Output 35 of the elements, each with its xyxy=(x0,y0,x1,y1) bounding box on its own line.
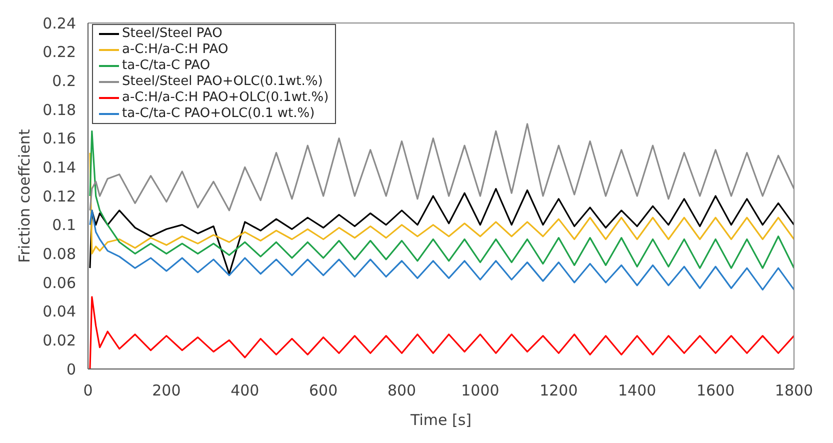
y-tick-label: 0.24 xyxy=(42,14,76,32)
legend-label: ta-C/ta-C PAO xyxy=(122,58,210,74)
y-tick-label: 0.08 xyxy=(42,244,76,263)
legend-label: a-C:H/a-C:H PAO xyxy=(122,42,228,58)
legend-label: ta-C/ta-C PAO+OLC(0.1 wt.%) xyxy=(122,106,315,122)
y-tick-label: 0.12 xyxy=(42,187,76,206)
line-series xyxy=(89,188,794,275)
x-tick-label: 1200 xyxy=(540,382,578,400)
x-tick-label: 200 xyxy=(152,382,181,400)
y-tick-label: 0.18 xyxy=(42,100,76,119)
y-tick-label: 0.1 xyxy=(52,216,76,234)
y-tick-label: 0.04 xyxy=(42,302,76,321)
legend-label: a-C:H/a-C:H PAO+OLC(0.1wt.%) xyxy=(122,90,329,106)
x-tick-label: 0 xyxy=(83,382,93,400)
x-tick-label: 800 xyxy=(387,382,416,400)
line-series xyxy=(89,152,794,254)
x-tick-label: 600 xyxy=(309,382,338,400)
x-axis-title: Time [s] xyxy=(410,411,472,429)
y-tick-label: 0.16 xyxy=(42,130,76,148)
x-tick-label: 1600 xyxy=(696,382,735,400)
y-tick-label: 0.02 xyxy=(42,331,76,350)
x-tick-label: 400 xyxy=(230,382,260,400)
x-tick-label: 1800 xyxy=(774,382,814,400)
x-tick-label: 1000 xyxy=(461,382,500,400)
y-tick-label: 0 xyxy=(66,360,76,378)
y-tick-label: 0.22 xyxy=(42,43,76,62)
legend-label: Steel/Steel PAO xyxy=(122,26,222,42)
legend-label: Steel/Steel PAO+OLC(0.1wt.%) xyxy=(122,74,323,90)
y-tick-label: 0.06 xyxy=(42,274,76,292)
y-tick-label: 0.14 xyxy=(42,158,76,176)
y-tick-label: 0.2 xyxy=(52,72,76,90)
y-axis-title: Friction coeffcient xyxy=(15,129,34,263)
line-series xyxy=(89,210,794,291)
line-series xyxy=(89,130,794,269)
x-tick-label: 1400 xyxy=(618,382,656,400)
